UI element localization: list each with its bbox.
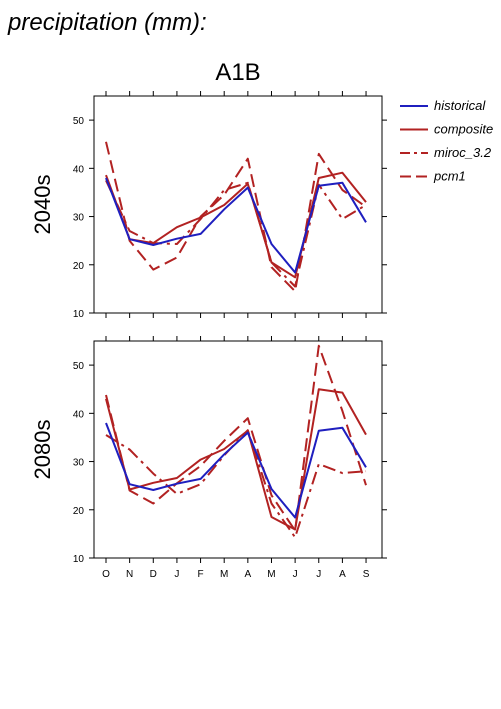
y-tick-label: 20 (73, 261, 85, 272)
y-tick-label: 10 (73, 309, 85, 320)
y-tick-label: 20 (73, 506, 85, 517)
legend-label: historical (434, 98, 486, 113)
y-tick-label: 30 (73, 458, 85, 469)
panel-2080s: 10 20 30 40 50 O N D J F M A M J J A S 2080s (30, 336, 387, 580)
plot-frame-2040s (93, 95, 383, 314)
x-tick-label: J (316, 569, 321, 580)
x-tick-label: N (126, 569, 133, 580)
panel-2040s: 10 20 30 40 50 2040s (30, 91, 387, 320)
legend: historical composite miroc_3.2 pcm1 (400, 98, 493, 184)
y-tick-label: 10 (73, 554, 85, 565)
series-line-composite-2040s (105, 171, 367, 279)
legend-label: miroc_3.2 (434, 145, 492, 160)
series-line-miroc-3-2-2080s (105, 429, 367, 539)
figure-title: precipitation (mm): (7, 9, 207, 36)
x-tick-label: M (267, 569, 275, 580)
series-line-historical-2080s (105, 422, 367, 519)
x-tick-label: D (150, 569, 157, 580)
x-tick-label: A (339, 569, 346, 580)
x-tick-label: J (174, 569, 179, 580)
series-line-pcm1-2080s (105, 344, 367, 532)
series-line-historical-2040s (105, 177, 367, 274)
series-line-miroc-3-2-2040s (105, 179, 367, 288)
y-tick-label: 40 (73, 164, 85, 175)
panel-label-2080s: 2080s (30, 420, 55, 480)
y-tick-label: 30 (73, 213, 85, 224)
legend-label: pcm1 (433, 169, 466, 184)
x-tick-label: J (293, 569, 298, 580)
scenario-title: A1B (215, 59, 260, 86)
x-tick-label: M (220, 569, 228, 580)
legend-label: composite (434, 122, 493, 137)
x-tick-label: A (245, 569, 252, 580)
y-tick-label: 50 (73, 361, 85, 372)
panel-label-2040s: 2040s (30, 175, 55, 235)
plot-frame-2080s (93, 340, 383, 559)
y-tick-label: 40 (73, 409, 85, 420)
x-tick-label: O (102, 569, 110, 580)
x-tick-label: F (198, 569, 204, 580)
series-line-pcm1-2040s (105, 141, 367, 293)
x-tick-label: S (363, 569, 370, 580)
series-line-composite-2080s (105, 388, 367, 531)
y-tick-label: 50 (73, 116, 85, 127)
